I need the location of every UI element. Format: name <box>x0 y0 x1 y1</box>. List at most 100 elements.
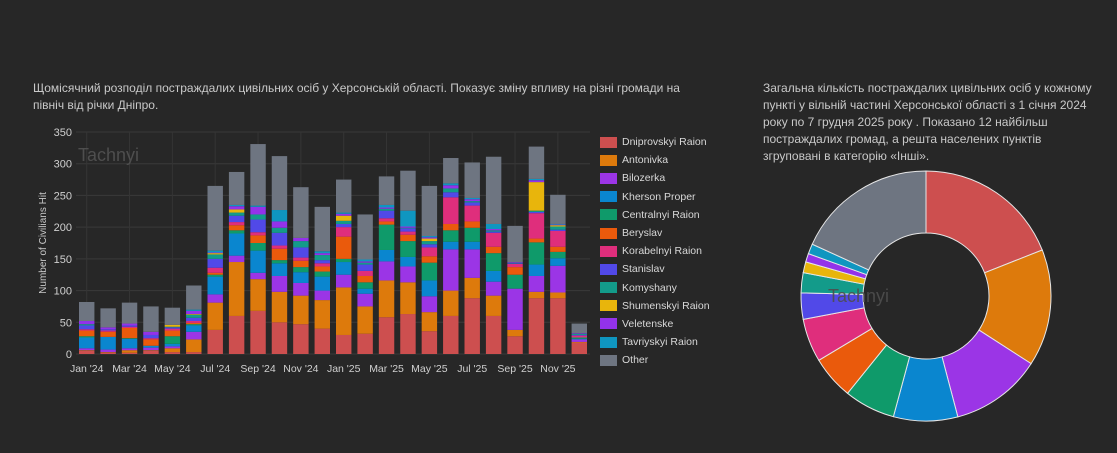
legend-item[interactable]: Shumenskyi Raion <box>600 297 710 315</box>
bar-segment-dniprovskyi-raion[interactable]: Mar '24 — Dniprovskyi Raion: 2 <box>121 352 138 354</box>
bar-segment-beryslav[interactable]: May '25 — Beryslav: 10 <box>421 256 438 263</box>
bar-segment-veletenske[interactable]: Dec '25 — Veletenske: 1 <box>571 333 588 334</box>
bar-segment-beryslav[interactable]: Feb '25 — Beryslav: 10 <box>357 275 373 283</box>
bar-segment-antonivka[interactable]: Sep '25 — Antonivka: 10 <box>507 329 523 337</box>
bar-segment-tavriyskyi-raion[interactable]: Jun '25 — Tavriyskyi Raion: 3 <box>443 183 459 186</box>
bar-segment-other[interactable]: Mar '25 — Other: 45 <box>378 176 395 205</box>
bar-segment-beryslav[interactable]: Sep '25 — Beryslav: 12 <box>507 267 523 275</box>
bar-segment-other[interactable]: Dec '25 — Other: 15 <box>571 323 588 334</box>
bar-segment-antonivka[interactable]: Jan '25 — Antonivka: 75 <box>335 287 352 335</box>
bar-segment-bilozerka[interactable]: Apr '24 — Bilozerka: 4 <box>143 347 159 351</box>
bar-segment-bilozerka[interactable]: Mar '25 — Bilozerka: 30 <box>378 261 395 281</box>
bar-segment-bilozerka[interactable]: May '25 — Bilozerka: 25 <box>421 296 438 313</box>
bar-segment-korabelnyi-raion[interactable]: Apr '24 — Korabelnyi Raion: 2 <box>143 338 159 340</box>
bar-segment-centralnyi-raion[interactable]: Oct '25 — Centralnyi Raion: 35 <box>528 242 545 265</box>
bar-segment-tavriyskyi-raion[interactable]: May '25 — Tavriyskyi Raion: 2 <box>421 236 438 238</box>
bar-segment-korabelnyi-raion[interactable]: Feb '25 — Korabelnyi Raion: 8 <box>357 270 373 276</box>
bar-segment-centralnyi-raion[interactable]: Dec '24 — Centralnyi Raion: 8 <box>314 271 331 277</box>
bar-segment-centralnyi-raion[interactable]: Jan '24 — Centralnyi Raion: 2 <box>78 336 95 338</box>
bar-segment-kherson-proper[interactable]: Apr '24 — Kherson Proper: 3 <box>143 345 159 348</box>
bar-segment-dniprovskyi-raion[interactable]: Feb '25 — Dniprovskyi Raion: 32 <box>357 333 373 354</box>
bar-segment-tavriyskyi-raion[interactable]: Mar '25 — Tavriyskyi Raion: 4 <box>378 204 395 208</box>
bar-segment-dniprovskyi-raion[interactable]: Jul '25 — Dniprovskyi Raion: 88 <box>464 298 480 354</box>
bar-segment-tavriyskyi-raion[interactable]: Feb '25 — Tavriyskyi Raion: 3 <box>357 259 373 262</box>
bar-segment-centralnyi-raion[interactable]: May '25 — Centralnyi Raion: 28 <box>421 262 438 281</box>
bar-segment-centralnyi-raion[interactable]: Nov '24 — Centralnyi Raion: 8 <box>293 267 309 273</box>
bar-segment-komyshany[interactable]: Mar '25 — Komyshany: 3 <box>378 208 395 211</box>
bar-segment-korabelnyi-raion[interactable]: Oct '25 — Korabelnyi Raion: 40 <box>528 213 545 239</box>
bar-segment-other[interactable]: Jun '25 — Other: 40 <box>443 158 459 184</box>
bar-segment-bilozerka[interactable]: Jun '25 — Bilozerka: 65 <box>443 249 459 291</box>
bar-segment-bilozerka[interactable]: Oct '24 — Bilozerka: 25 <box>271 275 288 292</box>
bar-segment-stanislav[interactable]: Jan '24 — Stanislav: 6 <box>78 325 95 330</box>
bar-segment-stanislav[interactable]: Nov '25 — Stanislav: 2 <box>550 229 566 231</box>
bar-segment-veletenske[interactable]: Oct '25 — Veletenske: 3 <box>528 180 545 183</box>
bar-segment-dniprovskyi-raion[interactable]: Aug '24 — Dniprovskyi Raion: 60 <box>228 315 245 354</box>
bar-segment-dniprovskyi-raion[interactable]: May '25 — Dniprovskyi Raion: 36 <box>421 331 438 354</box>
bar-segment-kherson-proper[interactable]: May '24 — Kherson Proper: 4 <box>164 343 181 347</box>
bar-segment-korabelnyi-raion[interactable]: Dec '25 — Korabelnyi Raion: 3 <box>571 335 588 338</box>
bar-segment-other[interactable]: Sep '25 — Other: 57 <box>507 225 523 263</box>
bar-segment-centralnyi-raion[interactable]: Sep '24 — Centralnyi Raion: 12 <box>250 243 266 251</box>
bar-segment-veletenske[interactable]: Jun '25 — Veletenske: 5 <box>443 185 459 189</box>
bar-segment-tavriyskyi-raion[interactable]: Apr '25 — Tavriyskyi Raion: 25 <box>400 210 416 227</box>
bar-segment-other[interactable]: Jun '24 — Other: 38 <box>186 285 202 310</box>
bar-segment-beryslav[interactable]: Nov '24 — Beryslav: 10 <box>293 260 309 268</box>
bar-segment-kherson-proper[interactable]: Mar '24 — Kherson Proper: 15 <box>121 338 138 349</box>
bar-segment-beryslav[interactable]: Jul '24 — Beryslav: 3 <box>207 272 223 275</box>
bar-segment-komyshany[interactable]: May '24 — Komyshany: 1 <box>164 326 181 328</box>
bar-segment-komyshany[interactable]: Dec '25 — Komyshany: 2 <box>571 333 588 335</box>
bar-segment-korabelnyi-raion[interactable]: May '24 — Korabelnyi Raion: 3 <box>164 328 181 331</box>
bar-segment-beryslav[interactable]: Aug '24 — Beryslav: 8 <box>228 225 245 231</box>
bar-segment-komyshany[interactable]: Oct '25 — Komyshany: 2 <box>528 210 545 212</box>
bar-segment-dniprovskyi-raion[interactable]: Jul '24 — Dniprovskyi Raion: 38 <box>207 329 223 354</box>
bar-segment-kherson-proper[interactable]: May '25 — Kherson Proper: 25 <box>421 280 438 297</box>
legend-item[interactable]: Dniprovskyi Raion <box>600 133 710 151</box>
bar-segment-centralnyi-raion[interactable]: Aug '25 — Centralnyi Raion: 28 <box>485 253 502 271</box>
bar-segment-kherson-proper[interactable]: Mar '25 — Kherson Proper: 18 <box>378 249 395 262</box>
bar-segment-dniprovskyi-raion[interactable]: Oct '24 — Dniprovskyi Raion: 50 <box>271 322 288 354</box>
bar-segment-korabelnyi-raion[interactable]: Jan '25 — Korabelnyi Raion: 15 <box>335 227 352 237</box>
bar-segment-komyshany[interactable]: Sep '24 — Komyshany: 8 <box>250 214 266 220</box>
bar-segment-veletenske[interactable]: Jul '25 — Veletenske: 3 <box>464 199 480 202</box>
bar-segment-bilozerka[interactable]: Aug '25 — Bilozerka: 22 <box>485 281 502 296</box>
bar-segment-antonivka[interactable]: Oct '24 — Antonivka: 48 <box>271 291 288 323</box>
bar-segment-beryslav[interactable]: Mar '24 — Beryslav: 16 <box>121 327 138 339</box>
bar-segment-other[interactable]: Mar '24 — Other: 33 <box>121 302 138 324</box>
bar-segment-komyshany[interactable]: Aug '24 — Komyshany: 5 <box>228 212 245 216</box>
bar-segment-shumenskyi-raion[interactable]: Jan '25 — Shumenskyi Raion: 8 <box>335 215 352 221</box>
bar-segment-komyshany[interactable]: Dec '24 — Komyshany: 8 <box>314 255 331 261</box>
bar-segment-korabelnyi-raion[interactable]: Aug '24 — Korabelnyi Raion: 5 <box>228 222 245 226</box>
bar-segment-komyshany[interactable]: Jan '25 — Komyshany: 5 <box>335 220 352 224</box>
bar-segment-beryslav[interactable]: Mar '25 — Beryslav: 5 <box>378 221 395 225</box>
bar-segment-korabelnyi-raion[interactable]: Jan '24 — Korabelnyi Raion: 2 <box>78 329 95 331</box>
legend-item[interactable]: Antonivka <box>600 151 710 169</box>
bar-segment-antonivka[interactable]: Jul '25 — Antonivka: 32 <box>464 277 480 299</box>
bar-segment-bilozerka[interactable]: Jan '25 — Bilozerka: 20 <box>335 274 352 288</box>
bar-segment-other[interactable]: Feb '25 — Other: 71 <box>357 214 373 260</box>
bar-segment-komyshany[interactable]: Apr '25 — Komyshany: 1 <box>400 227 416 229</box>
bar-segment-korabelnyi-raion[interactable]: Nov '25 — Korabelnyi Raion: 25 <box>550 230 566 247</box>
bar-segment-korabelnyi-raion[interactable]: Oct '24 — Korabelnyi Raion: 5 <box>271 245 288 249</box>
bar-segment-komyshany[interactable]: May '25 — Komyshany: 5 <box>421 241 438 245</box>
bar-segment-dniprovskyi-raion[interactable]: Sep '25 — Dniprovskyi Raion: 28 <box>507 336 523 354</box>
bar-segment-korabelnyi-raion[interactable]: Feb '24 — Korabelnyi Raion: 2 <box>100 330 116 332</box>
bar-segment-bilozerka[interactable]: Feb '24 — Bilozerka: 4 <box>100 349 116 353</box>
bar-segment-beryslav[interactable]: Jan '24 — Beryslav: 9 <box>78 330 95 337</box>
bar-segment-tavriyskyi-raion[interactable]: Oct '24 — Tavriyskyi Raion: 18 <box>271 210 288 222</box>
bar-segment-beryslav[interactable]: Oct '25 — Beryslav: 6 <box>528 238 545 243</box>
bar-segment-beryslav[interactable]: Jul '25 — Beryslav: 10 <box>464 221 480 228</box>
bar-segment-veletenske[interactable]: Apr '25 — Veletenske: 2 <box>400 226 416 228</box>
donut-slice-dniprovskyi-raion[interactable]: Dniprovskyi Raion <box>925 170 1043 274</box>
bar-segment-stanislav[interactable]: Jun '24 — Stanislav: 5 <box>186 317 202 322</box>
bar-segment-other[interactable]: Oct '24 — Other: 85 <box>271 156 288 211</box>
bar-segment-other[interactable]: Jul '24 — Other: 102 <box>207 185 223 251</box>
bar-segment-dniprovskyi-raion[interactable]: Apr '24 — Dniprovskyi Raion: 5 <box>143 350 159 354</box>
bar-segment-other[interactable]: Apr '25 — Other: 63 <box>400 170 416 211</box>
bar-segment-veletenske[interactable]: Jan '24 — Veletenske: 5 <box>78 321 95 325</box>
bar-segment-kherson-proper[interactable]: Oct '24 — Kherson Proper: 20 <box>271 263 288 276</box>
bar-segment-dniprovskyi-raion[interactable]: May '24 — Dniprovskyi Raion: 3 <box>164 352 181 354</box>
bar-segment-antonivka[interactable]: Nov '25 — Antonivka: 9 <box>550 292 566 299</box>
bar-segment-centralnyi-raion[interactable]: May '24 — Centralnyi Raion: 12 <box>164 336 181 344</box>
bar-segment-antonivka[interactable]: Jan '24 — Antonivka: 1 <box>78 350 95 351</box>
